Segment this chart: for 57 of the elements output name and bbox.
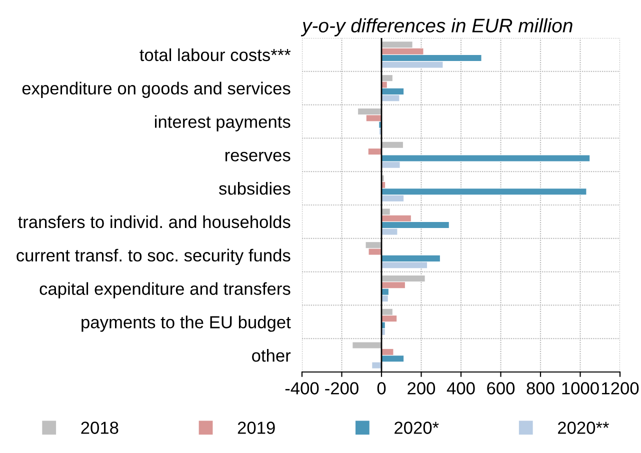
bar bbox=[382, 75, 392, 82]
bar bbox=[382, 82, 387, 88]
bar bbox=[382, 195, 404, 202]
bar bbox=[382, 95, 400, 102]
y-tick-label: expenditure on goods and services bbox=[22, 82, 290, 98]
bar bbox=[352, 342, 382, 348]
bar bbox=[382, 48, 424, 54]
x-tick-label: 1200 bbox=[602, 382, 639, 394]
legend-label: 2018 bbox=[81, 422, 118, 434]
bar bbox=[382, 162, 400, 168]
x-tick-label: 800 bbox=[526, 382, 554, 394]
x-tick-label: -400 bbox=[285, 382, 319, 394]
bar bbox=[382, 356, 404, 362]
bar bbox=[382, 142, 403, 148]
y-tick-label: payments to the EU budget bbox=[82, 316, 291, 332]
chart-title: y-o-y differences in EUR million bbox=[300, 18, 572, 36]
bar bbox=[382, 55, 482, 62]
legend-label: 2020** bbox=[558, 422, 609, 434]
bar bbox=[382, 308, 392, 315]
bar bbox=[382, 215, 411, 222]
bar bbox=[366, 115, 382, 122]
y-tick-label: subsidies bbox=[219, 182, 290, 195]
x-tick-label: 0 bbox=[377, 382, 386, 394]
bar bbox=[382, 155, 590, 162]
x-tick-label: 600 bbox=[487, 382, 515, 394]
y-tick-label: total labour costs*** bbox=[140, 48, 291, 62]
bar bbox=[368, 148, 382, 155]
bar bbox=[382, 288, 388, 295]
bar bbox=[382, 282, 405, 288]
x-tick-label: -200 bbox=[325, 382, 358, 394]
legend-label: 2019 bbox=[238, 422, 275, 434]
bar bbox=[382, 228, 398, 235]
bar bbox=[358, 108, 382, 114]
x-tick-label: 400 bbox=[446, 382, 475, 394]
x-tick-label: 200 bbox=[408, 382, 436, 394]
bar bbox=[382, 316, 397, 322]
bar bbox=[382, 88, 404, 94]
y-tick-label: other bbox=[252, 349, 291, 362]
bar bbox=[382, 348, 394, 355]
bar bbox=[382, 62, 443, 68]
bar bbox=[382, 208, 390, 215]
y-tick-label: reserves bbox=[225, 152, 290, 162]
x-tick-label: 1000 bbox=[562, 382, 599, 394]
y-tick-label: current transf. to soc. security funds bbox=[16, 248, 290, 265]
bar bbox=[382, 262, 428, 268]
bar bbox=[366, 242, 382, 248]
bar bbox=[372, 362, 382, 368]
bar bbox=[382, 296, 388, 302]
legend-label: 2020* bbox=[394, 422, 439, 434]
bar bbox=[368, 248, 382, 255]
bar bbox=[382, 255, 440, 262]
y-tick-label: transfers to individ. and households bbox=[18, 215, 290, 228]
bar bbox=[382, 42, 412, 48]
bar bbox=[382, 222, 449, 228]
y-tick-label: interest payments bbox=[155, 115, 290, 132]
bar bbox=[382, 188, 586, 195]
y-tick-label: capital expenditure and transfers bbox=[40, 282, 290, 298]
